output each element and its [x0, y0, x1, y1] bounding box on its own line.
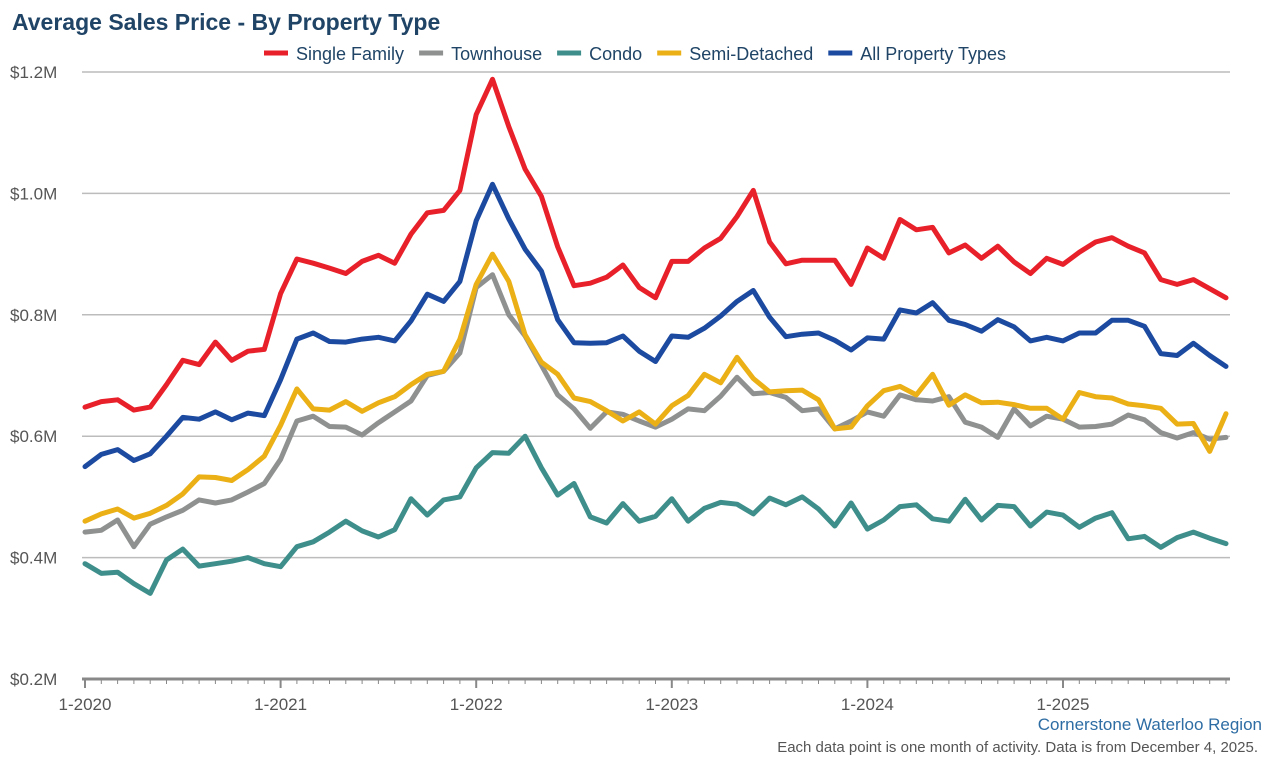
series-lines — [82, 76, 1229, 596]
legend-label: All Property Types — [860, 44, 1006, 64]
legend-item: Semi-Detached — [657, 44, 813, 64]
y-tick-label: $0.4M — [10, 549, 57, 568]
x-axis: 1-2020 1-2021 1-2022 1-2023 1-2024 1-2025 — [59, 677, 1230, 714]
gridlines — [82, 71, 1230, 559]
legend-item: Condo — [557, 44, 642, 64]
series-line-semi-detached — [82, 251, 1229, 524]
x-tick-label: 1-2025 — [1037, 695, 1090, 714]
y-tick-label: $0.2M — [10, 670, 57, 689]
series-line-all-property-types — [82, 181, 1229, 470]
legend-label: Semi-Detached — [689, 44, 813, 64]
series-line-single-family — [82, 76, 1229, 413]
y-tick-label: $1.2M — [10, 63, 57, 82]
y-tick-label: $0.6M — [10, 427, 57, 446]
x-tick-label: 1-2021 — [254, 695, 307, 714]
y-tick-label: $0.8M — [10, 306, 57, 325]
legend-label: Townhouse — [451, 44, 542, 64]
y-tick-label: $1.0M — [10, 184, 57, 203]
x-tick-label: 1-2023 — [645, 695, 698, 714]
source-label: Cornerstone Waterloo Region — [1038, 715, 1262, 734]
chart-title: Average Sales Price - By Property Type — [12, 9, 440, 35]
legend-label: Single Family — [296, 44, 404, 64]
y-axis: $0.2M $0.4M $0.6M $0.8M $1.0M $1.2M — [10, 63, 57, 689]
legend-label: Condo — [589, 44, 642, 64]
legend-item: All Property Types — [828, 44, 1006, 64]
x-tick-label: 1-2020 — [59, 695, 112, 714]
x-tick-label: 1-2024 — [841, 695, 894, 714]
x-tick-label: 1-2022 — [450, 695, 503, 714]
legend: Single Family Townhouse Condo Semi-Detached… — [264, 44, 1006, 64]
footnote: Each data point is one month of activity… — [777, 739, 1258, 756]
series-line-condo — [82, 433, 1229, 596]
legend-item: Townhouse — [419, 44, 542, 64]
series-line-townhouse — [82, 272, 1229, 550]
legend-item: Single Family — [264, 44, 404, 64]
